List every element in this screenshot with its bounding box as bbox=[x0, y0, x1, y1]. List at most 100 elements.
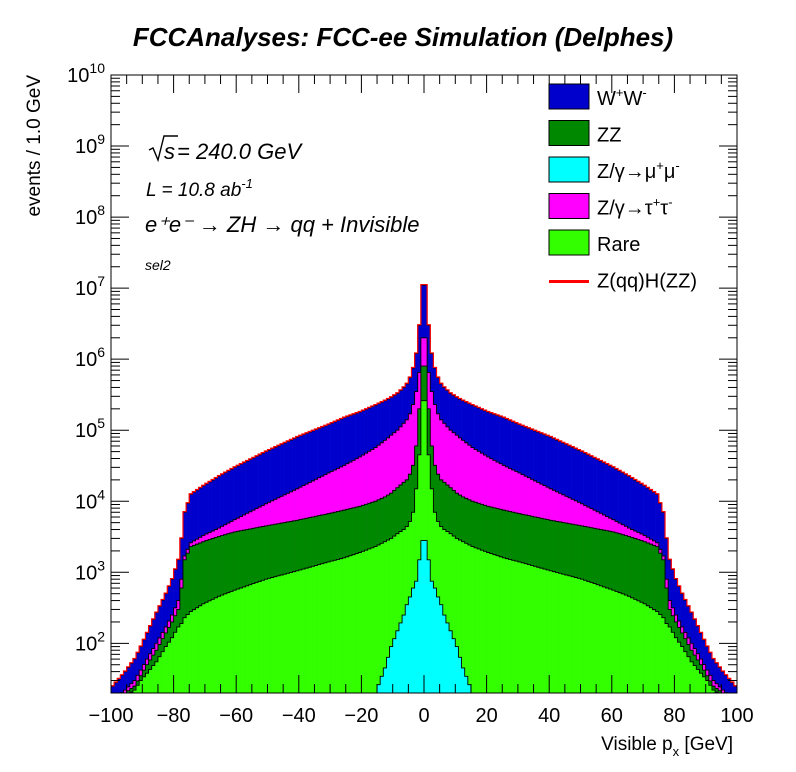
histogram-bin bbox=[495, 555, 500, 693]
histogram-bin bbox=[480, 550, 484, 693]
histogram-bin bbox=[458, 540, 462, 693]
histogram-bin bbox=[267, 578, 271, 693]
histogram-bin bbox=[273, 576, 278, 693]
x-tick-label: 80 bbox=[663, 705, 685, 727]
histogram-bin bbox=[608, 589, 613, 693]
histogram-bin bbox=[605, 587, 609, 693]
legend-swatch bbox=[548, 156, 590, 183]
histogram-bin bbox=[164, 646, 168, 693]
histogram-bin bbox=[389, 646, 393, 693]
histogram-bin bbox=[711, 690, 716, 693]
y-tick-label: 108 bbox=[75, 202, 105, 229]
histogram-bin bbox=[236, 589, 240, 693]
energy-annotation: = 240.0 GeV bbox=[177, 139, 303, 164]
x-tick-label: −100 bbox=[88, 705, 133, 727]
histogram-bin bbox=[398, 531, 403, 693]
y-tick-label: 105 bbox=[75, 415, 105, 442]
histogram-bin bbox=[611, 590, 616, 693]
x-axis-title-main: Visible p bbox=[601, 734, 672, 755]
histogram-bin bbox=[120, 675, 124, 693]
x-axis-title-sub: x bbox=[673, 744, 680, 759]
histogram-bin bbox=[420, 540, 425, 693]
histogram-bin bbox=[458, 657, 462, 693]
histogram-bin bbox=[136, 652, 140, 693]
histogram-bin bbox=[214, 597, 218, 693]
legend-entry: Z/γ→μ+μ- bbox=[548, 156, 680, 183]
histogram-bin bbox=[173, 632, 178, 693]
histogram-bin bbox=[208, 600, 212, 693]
histogram-bin bbox=[270, 577, 275, 693]
legend-label: Rare bbox=[597, 234, 640, 256]
histogram-bin bbox=[333, 560, 337, 693]
histogram-bin bbox=[179, 623, 184, 693]
histogram-bin bbox=[699, 673, 703, 693]
legend-entry: Z(qq)H(ZZ) bbox=[549, 271, 697, 293]
histogram-bin bbox=[702, 676, 706, 693]
histogram-bin bbox=[330, 561, 334, 693]
histogram-bin bbox=[721, 690, 725, 693]
histogram-bin bbox=[715, 663, 719, 693]
histogram-layers bbox=[111, 283, 737, 693]
histogram-bin bbox=[599, 585, 603, 693]
x-tick-label: −40 bbox=[282, 705, 316, 727]
histogram-bin bbox=[408, 596, 412, 693]
histogram-bin bbox=[567, 575, 572, 693]
legend-label: ZZ bbox=[597, 125, 621, 147]
histogram-bin bbox=[364, 550, 368, 693]
histogram-bin bbox=[142, 676, 146, 693]
histogram-bin bbox=[715, 688, 719, 693]
histogram-bin bbox=[511, 560, 516, 693]
histogram-bin bbox=[439, 604, 444, 693]
histogram-bin bbox=[436, 596, 440, 693]
histogram-bin bbox=[524, 563, 528, 693]
histogram-bin bbox=[724, 675, 728, 693]
histogram-bin bbox=[355, 553, 359, 693]
histogram-bin bbox=[542, 569, 547, 693]
histogram-bin bbox=[442, 615, 447, 693]
series-z-bins bbox=[373, 540, 475, 693]
y-tick-label: 104 bbox=[75, 486, 105, 513]
chart-title: FCCAnalyses: FCC-ee Simulation (Delphes) bbox=[133, 22, 673, 52]
histogram-bin bbox=[539, 568, 544, 693]
process-annotation: e⁺e⁻ → ZH → qq + Invisible bbox=[145, 212, 420, 237]
histogram-bin bbox=[690, 661, 694, 693]
histogram-bin bbox=[276, 575, 281, 693]
histogram-bin bbox=[132, 686, 137, 693]
histogram-bin bbox=[564, 574, 569, 693]
y-axis-ticks: 102 103 104 105 106 107 108 109 1010 bbox=[67, 60, 737, 694]
histogram-bin bbox=[139, 680, 143, 693]
histogram-bin bbox=[132, 690, 137, 693]
histogram-bin bbox=[392, 536, 397, 693]
histogram-bin bbox=[693, 665, 697, 693]
histogram-bin bbox=[630, 597, 635, 693]
histogram-bin bbox=[508, 559, 512, 693]
histogram-bin bbox=[389, 538, 393, 693]
legend-entry: Rare bbox=[548, 229, 640, 256]
histogram-bin bbox=[661, 617, 666, 693]
histogram-bin bbox=[286, 573, 290, 693]
x-tick-label: −20 bbox=[344, 705, 378, 727]
histogram-bin bbox=[521, 562, 525, 693]
histogram-bin bbox=[708, 652, 713, 693]
histogram-bin bbox=[339, 558, 343, 693]
legend-label: Z/γ→τ+τ- bbox=[597, 195, 673, 220]
series-outline bbox=[119, 337, 729, 693]
sqrt-s-annotation: s = 240.0 GeV bbox=[148, 135, 303, 164]
histogram-bin bbox=[377, 684, 381, 693]
histogram-bin bbox=[223, 593, 228, 693]
histogram-bin bbox=[527, 564, 531, 693]
histogram-bin bbox=[533, 566, 537, 693]
legend-swatch bbox=[548, 120, 590, 146]
legend-entry: W+W- bbox=[548, 83, 647, 110]
series-outline bbox=[373, 540, 475, 693]
histogram-bin bbox=[658, 614, 663, 693]
legend-label: Z/γ→μ+μ- bbox=[597, 158, 680, 183]
legend-swatch bbox=[548, 193, 590, 219]
histogram-bin bbox=[167, 642, 171, 693]
histogram-bin bbox=[336, 559, 340, 693]
histogram-bin bbox=[455, 646, 459, 693]
y-tick-label: 103 bbox=[75, 557, 105, 584]
histogram-bin bbox=[452, 638, 456, 693]
histogram-bin bbox=[552, 571, 556, 693]
legend-entry: ZZ bbox=[548, 120, 621, 147]
